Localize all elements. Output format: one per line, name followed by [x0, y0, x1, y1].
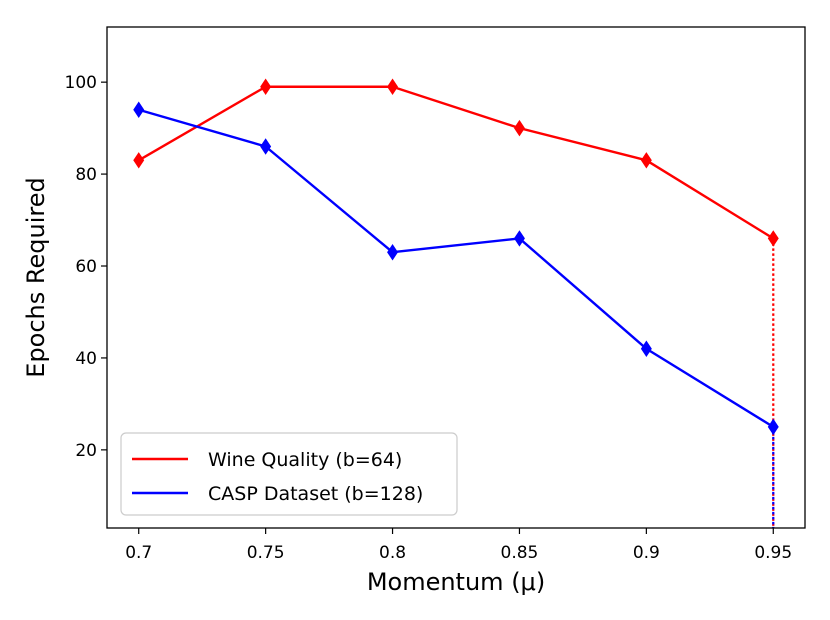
series-line-wine-quality	[138, 85, 774, 240]
legend-label-casp-dataset: CASP Dataset (b=128)	[208, 483, 423, 505]
x-tick-label: 0.75	[247, 543, 285, 563]
x-axis: 0.7 0.75 0.8 0.85 0.9 0.95	[125, 528, 792, 563]
y-tick-label: 80	[75, 165, 97, 185]
data-point-casp-dataset	[640, 340, 652, 357]
data-point-wine-quality	[767, 230, 779, 247]
series-casp-dataset	[133, 101, 779, 528]
y-tick-label: 60	[75, 257, 97, 277]
data-point-casp-dataset	[387, 243, 399, 261]
x-axis-title: Momentum (μ)	[367, 568, 545, 596]
y-tick-label: 20	[75, 441, 97, 461]
x-tick-label: 0.85	[501, 543, 539, 563]
y-tick-label: 40	[75, 349, 97, 369]
y-axis: 20 40 60 80 100	[65, 73, 107, 461]
x-tick-label: 0.9	[633, 543, 660, 563]
legend-label-wine-quality: Wine Quality (b=64)	[208, 449, 402, 471]
x-tick-label: 0.95	[754, 543, 792, 563]
data-point-wine-quality	[260, 78, 272, 95]
series-wine-quality	[133, 78, 779, 528]
x-tick-label: 0.7	[125, 543, 152, 563]
x-tick-label: 0.8	[379, 543, 406, 563]
data-point-wine-quality	[133, 152, 145, 169]
data-point-wine-quality	[513, 119, 525, 137]
data-point-wine-quality	[640, 152, 652, 169]
data-point-casp-dataset	[513, 230, 525, 247]
data-point-casp-dataset	[767, 418, 779, 436]
axes-frame	[106, 26, 806, 529]
series-line-casp-dataset	[138, 108, 774, 428]
data-point-wine-quality	[387, 78, 399, 95]
y-tick-label: 100	[65, 73, 97, 93]
data-point-casp-dataset	[260, 138, 272, 155]
legend: Wine Quality (b=64) CASP Dataset (b=128)	[120, 432, 458, 516]
plot-area	[133, 78, 779, 528]
legend-box	[120, 432, 458, 516]
data-point-casp-dataset	[133, 101, 145, 118]
y-axis-title: Epochs Required	[22, 177, 50, 377]
